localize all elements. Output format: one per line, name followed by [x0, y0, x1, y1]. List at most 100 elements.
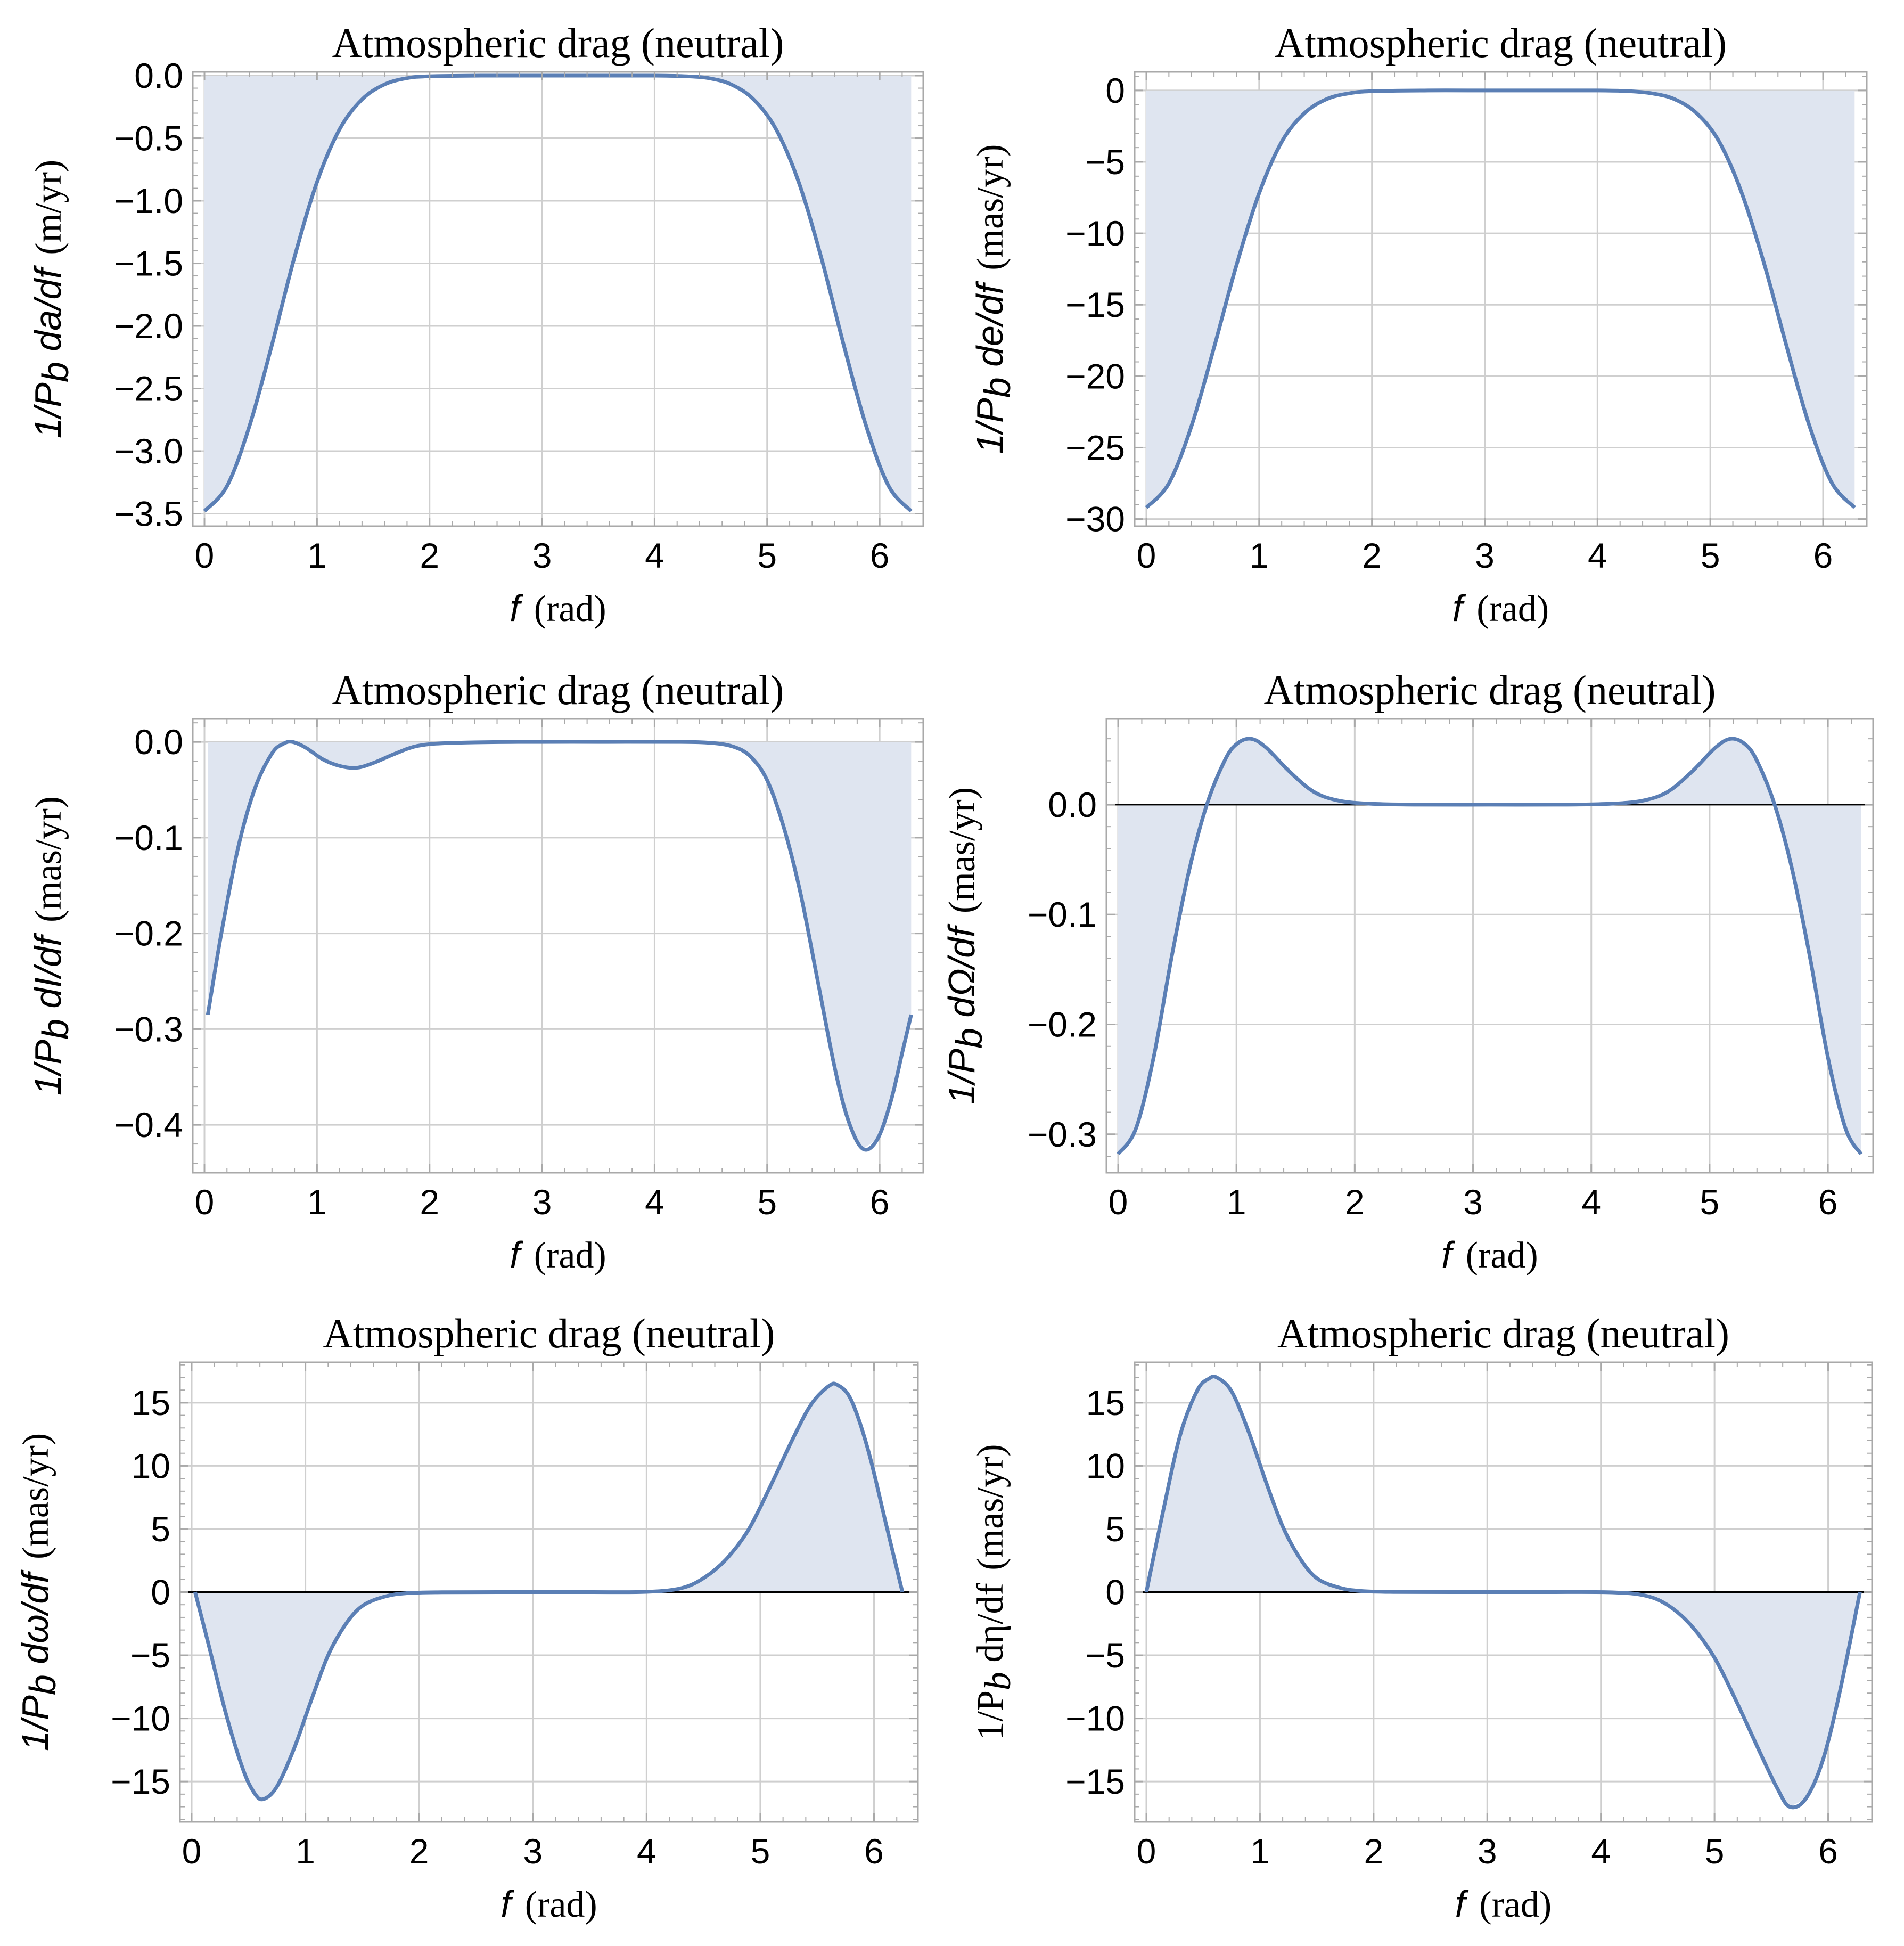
x-tick-label: 4	[1588, 536, 1607, 575]
y-axis-label: 1/Pb dI/df (mas/yr)	[27, 796, 76, 1095]
y-tick-label: −0.5	[114, 119, 183, 158]
tick-marks	[1135, 72, 1867, 526]
x-axis-label-unit: (rad)	[525, 1884, 597, 1925]
plot-frame	[192, 718, 924, 1174]
x-tick-label: 2	[1345, 1182, 1365, 1222]
y-tick-label: −0.1	[1028, 895, 1097, 934]
x-axis-label-unit: (rad)	[534, 588, 606, 629]
y-label-prefix: 1/P	[970, 1690, 1011, 1740]
y-tick-label: 0.0	[1048, 785, 1097, 824]
panel-de-df: 0 1 2 3 4 5 6 0 −5 −10 −15 −20 −25 −30 Atmospheric dra…	[969, 20, 1868, 629]
x-tick-label: 1	[307, 1182, 327, 1222]
y-label-derivative: de/df	[969, 274, 1011, 378]
x-tick-label: 6	[1818, 1182, 1838, 1222]
x-tick-label: 2	[420, 1182, 439, 1222]
data-curve	[1145, 88, 1856, 509]
x-tick-label: 0	[1137, 536, 1156, 575]
y-tick-label: −1.0	[114, 181, 183, 220]
x-tick-label: 5	[1705, 1831, 1725, 1871]
y-tick-label: −1.5	[114, 244, 183, 283]
x-axis-label-var: f	[1452, 587, 1466, 629]
y-tick-label: −25	[1065, 428, 1125, 467]
y-tick-label: 10	[1086, 1446, 1125, 1485]
y-tick-label: 15	[1086, 1383, 1125, 1422]
x-tick-label: 4	[1581, 1182, 1601, 1222]
y-tick-label: −0.4	[114, 1105, 183, 1144]
plot-frame	[192, 71, 924, 527]
chart-title: Atmospheric drag (neutral)	[1263, 667, 1716, 713]
area-fill	[208, 742, 912, 1149]
x-tick-label: 4	[1591, 1831, 1611, 1871]
y-label-derivative: da/df	[27, 258, 69, 362]
plot-frame	[1134, 71, 1868, 527]
data-curve	[206, 740, 913, 1152]
x-tick-label: 0	[195, 536, 215, 575]
tick-marks	[1135, 1362, 1872, 1822]
y-tick-label: −2.0	[114, 306, 183, 346]
chart-title: Atmospheric drag (neutral)	[1275, 20, 1727, 66]
x-tick-label: 5	[757, 1182, 777, 1222]
tick-marks	[193, 719, 923, 1173]
y-axis-label: 1/Pb dω/df (mas/yr)	[14, 1433, 63, 1751]
x-tick-label: 1	[1227, 1182, 1246, 1222]
data-curve	[1117, 737, 1863, 1156]
y-label-prefix: 1/P	[969, 398, 1011, 454]
panel-da-df: 0 1 2 3 4 5 6 0.0 −0.5 −1.0 −1.5 −2.0 −2.5 −3.0 −3.5 At…	[27, 20, 924, 629]
y-tick-label: −5	[1085, 142, 1125, 182]
y-tick-label: −3.0	[114, 431, 183, 471]
x-tick-label: 6	[1818, 1831, 1838, 1871]
x-axis-label-unit: (rad)	[534, 1235, 606, 1276]
x-axis-label-var: f	[1455, 1883, 1469, 1925]
y-tick-label: 0	[1105, 1573, 1125, 1612]
y-label-unit: (mas/yr)	[970, 1444, 1011, 1571]
area-fill	[1146, 90, 1855, 508]
x-tick-label: 3	[532, 536, 552, 575]
y-axis-label: 1/Pb dη/df (mas/yr)	[970, 1444, 1019, 1740]
x-tick-label: 3	[1475, 536, 1495, 575]
y-tick-label: −3.5	[114, 494, 183, 534]
y-tick-label: 0	[151, 1573, 170, 1612]
panel-domega-df: 0 1 2 3 4 5 6 15 10 5 0 −5 −10 −15 Atmospheric drag (n…	[14, 1310, 919, 1925]
y-tick-label: −5	[130, 1636, 170, 1675]
y-label-subscript: b	[22, 1674, 63, 1695]
y-tick-label: 5	[151, 1509, 170, 1549]
y-label-prefix: 1/P	[14, 1695, 56, 1751]
y-tick-label: 5	[1105, 1509, 1125, 1549]
y-label-derivative: dΩ/df	[941, 917, 982, 1028]
x-axis-label: f (rad)	[510, 587, 606, 629]
y-tick-label: −10	[1065, 214, 1125, 253]
tick-marks	[180, 1362, 918, 1822]
y-label-derivative: dI/df	[27, 926, 69, 1019]
x-tick-label: 4	[645, 536, 664, 575]
x-axis-label-unit: (rad)	[1479, 1884, 1552, 1925]
gridlines	[193, 72, 923, 526]
y-tick-label: −30	[1065, 500, 1125, 539]
x-tick-label: 6	[870, 1182, 890, 1222]
x-tick-label: 3	[532, 1182, 552, 1222]
y-tick-label: −5	[1085, 1636, 1125, 1675]
y-label-unit: (mas/yr)	[15, 1433, 56, 1559]
chart-title: Atmospheric drag (neutral)	[332, 20, 784, 66]
chart-title: Atmospheric drag (neutral)	[1277, 1310, 1729, 1356]
y-label-prefix: 1/P	[27, 382, 69, 438]
y-tick-label: 0.0	[134, 56, 183, 95]
x-tick-label: 0	[195, 1182, 215, 1222]
x-tick-label: 4	[637, 1831, 656, 1871]
x-tick-label: 3	[1478, 1831, 1497, 1871]
x-tick-label: 1	[296, 1831, 315, 1871]
y-label-prefix: 1/P	[27, 1040, 69, 1095]
y-label-subscript: b	[976, 377, 1018, 398]
x-axis-label-unit: (rad)	[1466, 1235, 1538, 1276]
y-tick-label: −0.3	[114, 1009, 183, 1049]
x-tick-label: 5	[1700, 1182, 1720, 1222]
x-tick-label: 1	[1250, 1831, 1270, 1871]
panel-dOmega-df: 0 1 2 3 4 5 6 0.0 −0.1 −0.2 −0.3 Atmospheric drag (…	[941, 667, 1874, 1276]
y-tick-label: −0.3	[1028, 1115, 1097, 1154]
x-tick-label: 2	[409, 1831, 429, 1871]
y-tick-label: 0	[1105, 71, 1125, 110]
x-tick-label: 2	[1362, 536, 1382, 575]
y-label-subscript: b	[948, 1028, 990, 1049]
x-axis-label: f (rad)	[1452, 587, 1549, 629]
y-tick-label: −10	[1065, 1699, 1125, 1738]
x-tick-label: 5	[1701, 536, 1720, 575]
